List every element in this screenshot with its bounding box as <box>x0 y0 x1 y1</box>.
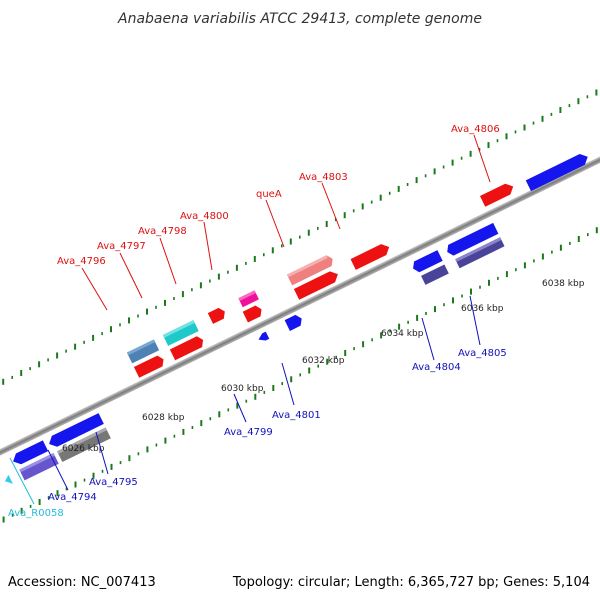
leader-ava-4804 <box>421 317 435 361</box>
leader-ava-4796 <box>81 267 108 311</box>
label-ava-r0058[interactable]: Ava_R0058 <box>8 508 64 519</box>
gene-ava-4804[interactable] <box>410 250 449 287</box>
sequence-track <box>0 136 600 487</box>
genome-backbone <box>0 136 600 476</box>
leader-ava-4801 <box>281 362 295 406</box>
gene-ava-r0058[interactable] <box>3 474 13 487</box>
label-ava-4803[interactable]: Ava_4803 <box>299 172 348 183</box>
label-ava-4796[interactable]: Ava_4796 <box>57 256 106 267</box>
leader-ava-4794 <box>47 449 69 491</box>
label-leaders <box>9 134 491 505</box>
gene-ava-4803[interactable] <box>350 242 392 270</box>
gene-reverse-segment-a[interactable] <box>11 440 49 467</box>
label-ava-4797[interactable]: Ava_4797 <box>97 241 146 252</box>
label-ava-4798[interactable]: Ava_4798 <box>138 226 187 237</box>
gene-forward-segment-d[interactable] <box>293 269 341 300</box>
ruler-label-6038: 6038 kbp <box>542 279 585 289</box>
label-ava-4801[interactable]: Ava_4801 <box>272 410 321 421</box>
gene-ava-4794[interactable] <box>19 452 59 481</box>
leader-ava-4795 <box>95 431 109 475</box>
gene-forward-segment-a[interactable] <box>133 354 166 378</box>
gene-ava-4806[interactable] <box>479 181 516 207</box>
leader-ava-4805 <box>469 295 481 346</box>
label-ava-4800[interactable]: Ava_4800 <box>180 211 229 222</box>
gene-ava-4801[interactable] <box>284 313 305 331</box>
ruler-label-6026: 6026 kbp <box>62 444 105 454</box>
map-title: Anabaena variabilis ATCC 29413, complete… <box>117 11 482 27</box>
gene-labels: Ava_4796 Ava_4797 Ava_4798 Ava_4800 queA… <box>8 124 507 519</box>
ruler-label-6032: 6032 kbp <box>302 356 345 366</box>
label-quea[interactable]: queA <box>256 189 282 200</box>
genome-summary-text: Topology: circular; Length: 6,365,727 bp… <box>232 575 590 590</box>
gene-reverse-segment-b[interactable] <box>46 413 104 449</box>
gene-forward-segment-c[interactable] <box>242 304 264 323</box>
gene-ava-4805[interactable] <box>445 222 505 270</box>
gene-ava-4800[interactable] <box>238 290 259 308</box>
leader-quea <box>265 199 285 248</box>
leader-ava-4803 <box>321 182 341 230</box>
ruler-ticks <box>2 89 598 523</box>
accession-text: Accession: NC_007413 <box>8 575 156 590</box>
leader-ava-4806 <box>473 134 491 183</box>
gene-quea[interactable] <box>286 254 335 286</box>
leader-ava-r0058 <box>9 457 35 505</box>
label-ava-4794[interactable]: Ava_4794 <box>48 492 97 503</box>
ruler-label-6036: 6036 kbp <box>461 304 504 314</box>
label-ava-4806[interactable]: Ava_4806 <box>451 124 500 135</box>
gene-ava-4799[interactable] <box>257 331 270 344</box>
gene-forward-segment-b[interactable] <box>169 335 206 361</box>
gene-ava-4798[interactable] <box>207 306 228 324</box>
ruler-label-6030: 6030 kbp <box>221 384 264 394</box>
ruler-labels: 6026 kbp 6028 kbp 6030 kbp 6032 kbp 6034… <box>62 279 585 454</box>
gene-forward-segment-e[interactable] <box>525 151 591 192</box>
gene-ava-4797[interactable] <box>162 320 199 346</box>
leader-ava-4797 <box>119 252 143 299</box>
ruler-label-6028: 6028 kbp <box>142 413 185 423</box>
label-ava-4805[interactable]: Ava_4805 <box>458 348 507 359</box>
leader-ava-4798 <box>159 237 177 285</box>
label-ava-4795[interactable]: Ava_4795 <box>89 477 138 488</box>
ruler-label-6034: 6034 kbp <box>381 329 424 339</box>
leader-ava-4799 <box>233 393 247 423</box>
gene-ava-4796[interactable] <box>126 339 160 364</box>
label-ava-4804[interactable]: Ava_4804 <box>412 362 461 373</box>
leader-ava-4800 <box>203 221 213 271</box>
label-ava-4799[interactable]: Ava_4799 <box>224 427 273 438</box>
